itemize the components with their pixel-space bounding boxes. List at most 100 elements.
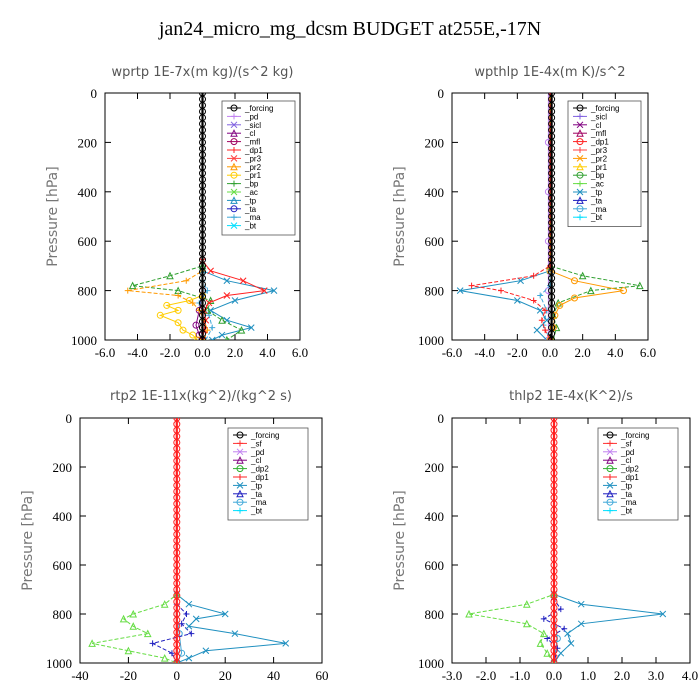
tp-point <box>456 287 464 294</box>
bp-point <box>587 286 595 295</box>
legend-entry: _dp1 <box>590 138 609 147</box>
series-line-dp1 <box>92 418 178 663</box>
legend-entry: _dp2 <box>250 465 269 474</box>
legend-entry: _bt <box>590 213 603 222</box>
legend: _forcing_sf_pd_cl_dp2_dp1_tp_ta_ma_bt <box>597 427 679 521</box>
forcing-point <box>173 659 181 663</box>
y-tick-label: 400 <box>425 509 445 524</box>
x-tick-label: 60 <box>316 668 329 683</box>
legend-entry: _dp2 <box>620 465 639 474</box>
legend-ma-point <box>231 214 237 221</box>
legend-entry: _forcing <box>244 104 273 113</box>
legend-entry: _sf <box>620 439 632 448</box>
forcing-point <box>548 336 556 340</box>
dp1-point <box>498 287 504 294</box>
dp1-point <box>543 649 552 657</box>
dp1-point <box>160 600 169 608</box>
tp-point <box>223 277 231 285</box>
bp-point <box>237 326 246 334</box>
series-line-pr1 <box>158 93 203 340</box>
dp1-point <box>539 629 548 638</box>
pr2-point <box>204 327 211 334</box>
dp1-point <box>207 267 214 275</box>
series-line-ta <box>151 418 193 663</box>
tp-point <box>218 331 226 339</box>
pr2-point <box>189 299 196 306</box>
dp1-point <box>129 622 138 630</box>
legend-pd-point <box>236 448 244 456</box>
x-tick-label: 0.0 <box>546 668 562 683</box>
series-group <box>88 418 290 663</box>
dp1-point <box>530 297 537 304</box>
legend-ma-point <box>606 498 614 506</box>
y-tick-label: 1000 <box>46 656 72 671</box>
legend-pr2-point <box>576 155 584 162</box>
tp-point <box>192 615 200 623</box>
dp1-point <box>119 614 128 623</box>
y-tick-label: 200 <box>78 135 98 150</box>
legend-cl-point <box>236 456 244 464</box>
legend-entry: _pr2 <box>244 163 262 172</box>
legend-dp2-point <box>606 465 614 473</box>
legend-pr1-point <box>576 162 584 171</box>
legend-entry: _cl <box>244 129 255 138</box>
legend-bt-point <box>237 507 243 514</box>
series-line-dp1 <box>468 418 555 663</box>
dp1-point <box>538 317 545 324</box>
pr2-point <box>175 292 182 299</box>
bp-point <box>218 316 226 324</box>
dp1-point <box>260 287 268 294</box>
legend-entry: _ac <box>590 180 604 189</box>
ma-point <box>537 292 544 299</box>
y-tick-label: 200 <box>425 135 445 150</box>
y-tick-label: 600 <box>78 234 98 249</box>
x-tick-label: -2.0 <box>476 668 497 683</box>
legend-entry: _tp <box>590 188 603 197</box>
x-tick-label: 0.0 <box>542 345 558 360</box>
y-tick-label: 400 <box>53 509 73 524</box>
y-axis-label: Pressure [hPa] <box>20 490 36 590</box>
ta-point <box>188 630 195 637</box>
legend-bp-point <box>576 171 584 179</box>
series-line-tp <box>460 93 551 340</box>
ta-point <box>149 640 156 647</box>
dp1-point <box>547 337 553 340</box>
bp-point <box>128 281 137 290</box>
tp-point <box>231 630 239 637</box>
x-tick-label: -20 <box>120 668 137 683</box>
pr1-point <box>156 311 164 319</box>
legend-entry: _sf <box>250 439 262 448</box>
series-line-bp <box>549 93 640 340</box>
legend-tp-point <box>606 482 614 489</box>
legend-dp1-point <box>231 147 237 153</box>
series-line-pr2 <box>127 93 208 340</box>
x-tick-label: 2.0 <box>614 668 630 683</box>
x-tick-label: 20 <box>219 668 232 683</box>
legend-pd-point <box>606 448 614 456</box>
tp-point <box>577 620 585 628</box>
panel-4: thlp2 1E-4x(K^2)/s -3.0 -2.0 -1.0 0.0 1.0 2.0 3… <box>392 389 698 683</box>
ta-point <box>540 615 547 622</box>
legend-entry: _bt <box>620 507 633 516</box>
dp1-point <box>129 609 138 618</box>
y-tick-label: 200 <box>53 460 73 475</box>
series-line-ma <box>539 93 551 340</box>
legend-entry: _ta <box>244 205 257 214</box>
legend-sf-point <box>237 440 243 447</box>
legend-bt-point <box>607 507 613 514</box>
legend-ta-point <box>230 205 238 213</box>
pr2-point <box>556 301 564 309</box>
legend-entry: _pr3 <box>590 146 608 155</box>
x-tick-label: 40 <box>267 668 280 683</box>
legend-entry: _pr1 <box>244 171 262 180</box>
series-line-dp1 <box>471 93 551 340</box>
legend-entry: _tp <box>244 196 257 205</box>
legend-ta-point <box>606 489 614 498</box>
series-group <box>456 93 644 340</box>
pr1-point <box>174 306 182 314</box>
legend-dp1-point <box>607 474 613 480</box>
legend-sicl-point <box>577 113 583 120</box>
legend-tp-point <box>236 482 244 489</box>
legend-cl-point <box>606 456 614 464</box>
